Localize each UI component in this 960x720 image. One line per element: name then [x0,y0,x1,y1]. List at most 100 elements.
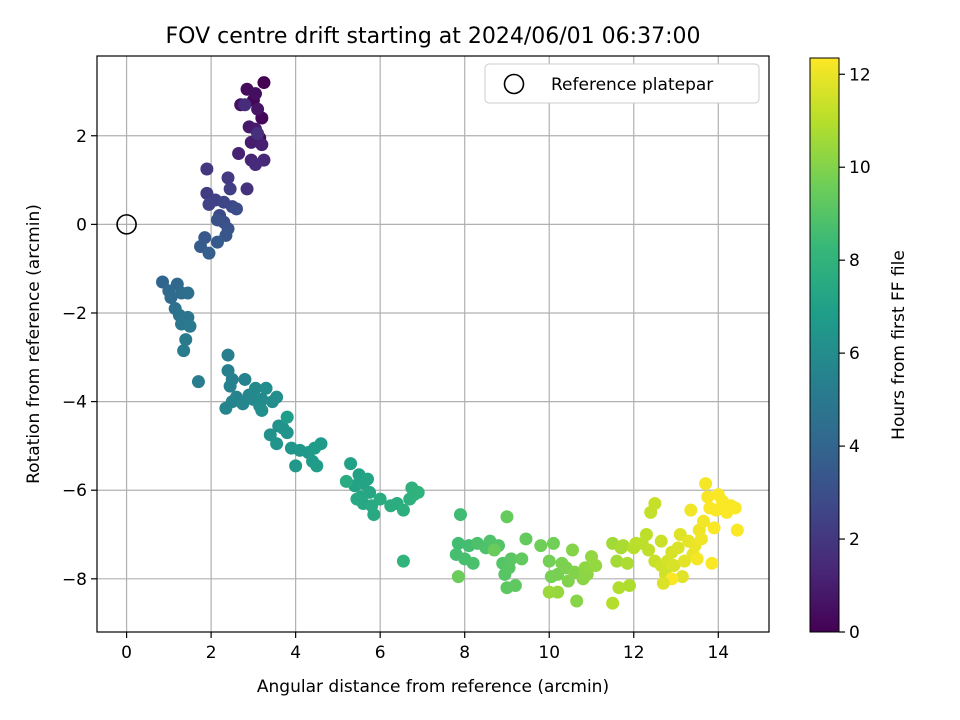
colorbar-ticks: 0 2 4 6 8 10 12 [839,65,871,643]
data-point [344,457,358,471]
data-point [411,485,425,499]
colorbar-label: Hours from first FF file [889,250,909,440]
data-point [728,501,742,515]
x-axis-label: Angular distance from reference (arcmin) [257,677,609,697]
data-point [534,539,548,553]
legend-marker-icon [503,73,525,95]
data-point [487,543,501,557]
x-tick-label: 2 [206,643,217,663]
y-tick-label: −8 [62,570,87,590]
data-point [694,532,708,546]
colorbar-tick-label: 12 [849,65,871,85]
data-point [229,202,243,216]
y-axis-label: Rotation from reference (arcmin) [24,204,44,484]
data-point [238,98,252,112]
legend: Reference platepar [484,63,760,104]
data-point [363,485,377,499]
data-point [248,87,262,101]
data-point [730,523,744,537]
data-point [360,472,374,486]
colorbar-tick-label: 10 [849,158,871,178]
data-point [616,539,630,553]
data-point [183,319,197,333]
x-tick-label: 8 [459,643,470,663]
y-tick-label: 0 [76,215,87,235]
x-tick-label: 10 [538,643,560,663]
y-tick-label: 2 [76,127,87,147]
data-point [350,492,364,506]
data-point [639,528,653,542]
data-point [210,213,224,227]
data-point [656,576,670,590]
data-point [248,381,262,395]
data-point [238,372,252,386]
data-point [255,403,269,417]
data-point [270,437,284,451]
legend-label: Reference platepar [551,75,713,95]
data-point [164,290,178,304]
y-tick-label: −2 [62,304,87,324]
data-point [259,381,273,395]
data-point [251,102,265,116]
data-point [181,286,195,300]
legend-box [484,63,760,104]
plot-frame [96,55,770,633]
data-point [453,508,467,522]
x-tick-label: 14 [707,643,729,663]
data-point [667,559,681,573]
chart-title: FOV centre drift starting at 2024/06/01 … [166,24,701,49]
data-point [610,554,624,568]
data-point [654,534,668,548]
data-point [240,182,254,196]
data-point [565,543,579,557]
data-point [542,585,556,599]
data-point [310,459,324,473]
data-point [221,348,235,362]
reference-point-marker [116,214,137,235]
data-point [221,171,235,185]
colorbar-tick-label: 2 [849,530,860,550]
data-point [257,76,271,90]
data-point [289,459,303,473]
colorbar-tick-label: 8 [849,251,860,271]
data-point [671,541,685,555]
data-point [620,556,634,570]
data-point [223,182,237,196]
x-tick-label: 12 [623,643,645,663]
data-point [642,543,656,557]
y-tick-label: −4 [62,393,87,413]
colorbar-tick-label: 0 [849,623,860,643]
data-point [515,552,529,566]
data-point [280,426,294,440]
data-point [504,552,518,566]
x-tick-label: 4 [290,643,301,663]
data-point [202,246,216,260]
data-point [210,235,224,249]
data-point [373,492,387,506]
data-point [255,138,269,152]
data-point [396,503,410,517]
data-point [699,477,713,491]
x-tick-label: 0 [121,643,132,663]
data-point [223,379,237,393]
data-point [690,552,704,566]
colorbar [809,57,840,633]
colorbar-tick-label: 6 [849,344,860,364]
data-point [696,514,710,528]
data-point [451,536,465,550]
y-tick-label: −6 [62,481,87,501]
data-point [508,578,522,592]
data-point [570,594,584,608]
data-point [546,536,560,550]
data-point [202,197,216,211]
data-point [308,441,322,455]
data-point [675,570,689,584]
data-point [519,532,533,546]
data-point [623,578,637,592]
data-point [219,401,233,415]
y-axis-ticks: −8 −6 −4 −2 0 2 [62,127,97,590]
data-point [705,556,719,570]
data-point [251,127,265,141]
data-point [255,392,269,406]
